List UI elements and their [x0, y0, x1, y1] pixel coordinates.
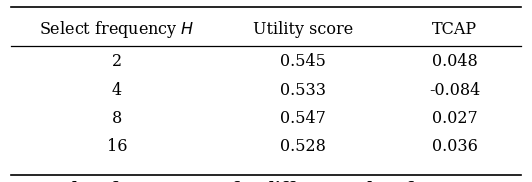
- Text: 0.027: 0.027: [432, 110, 478, 127]
- Text: 2: 2: [112, 53, 122, 70]
- Text: 16: 16: [107, 138, 127, 155]
- Text: Utility score: Utility score: [253, 21, 353, 38]
- Text: 0.545: 0.545: [280, 53, 326, 70]
- Text: -0.084: -0.084: [429, 82, 480, 99]
- Text: 0.048: 0.048: [432, 53, 478, 70]
- Text: 0.547: 0.547: [280, 110, 326, 127]
- Text: 0.036: 0.036: [432, 138, 478, 155]
- Text: 1: Results of SMO-EGAN for different select frequ: 1: Results of SMO-EGAN for different sel…: [5, 181, 454, 182]
- Text: 0.528: 0.528: [280, 138, 326, 155]
- Text: TCAP: TCAP: [433, 21, 477, 38]
- Text: 4: 4: [112, 82, 122, 99]
- Text: 8: 8: [112, 110, 122, 127]
- Text: Select frequency $H$: Select frequency $H$: [39, 19, 195, 40]
- Text: 0.533: 0.533: [280, 82, 326, 99]
